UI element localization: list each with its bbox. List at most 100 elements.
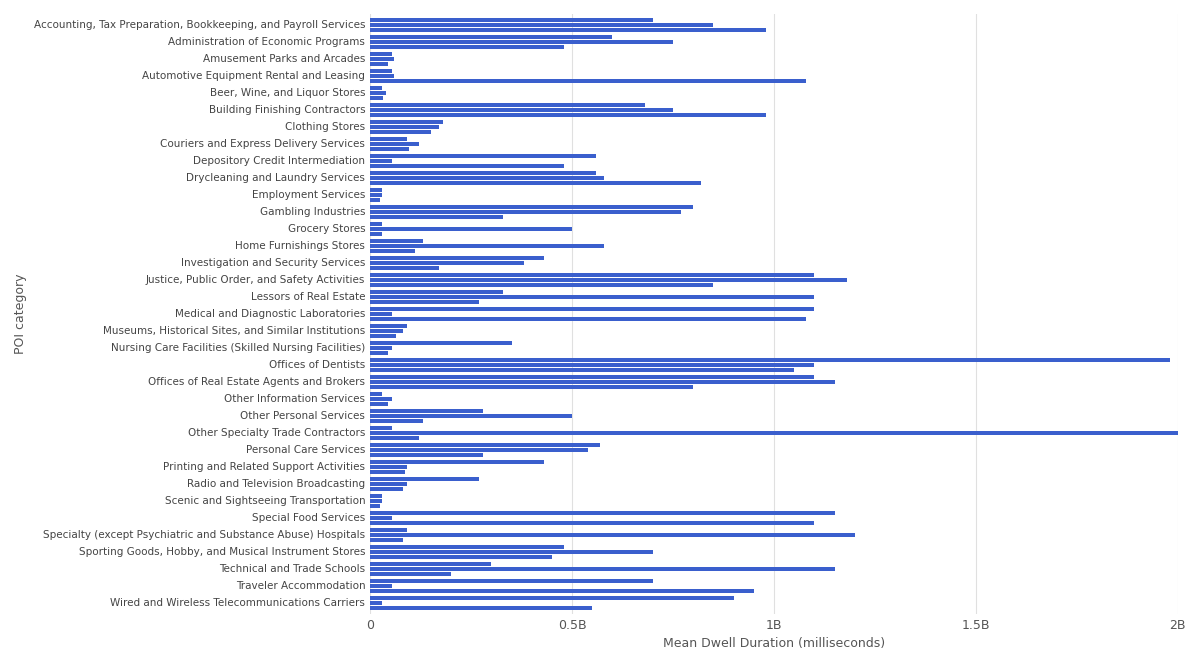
Bar [370, 18, 653, 22]
Bar [370, 74, 395, 78]
Bar [370, 137, 407, 141]
Bar [370, 108, 673, 112]
Bar [370, 601, 383, 605]
Bar [370, 494, 383, 498]
Bar [370, 120, 443, 124]
Bar [370, 470, 404, 474]
Bar [370, 460, 544, 464]
Bar [370, 375, 815, 379]
Bar [370, 584, 392, 588]
Bar [370, 227, 572, 231]
Bar [370, 589, 754, 593]
Bar [370, 521, 815, 525]
Y-axis label: POI category: POI category [14, 274, 26, 354]
Bar [370, 436, 419, 440]
Bar [370, 579, 653, 584]
Bar [370, 567, 835, 571]
Bar [370, 299, 479, 304]
Bar [370, 409, 484, 413]
Bar [370, 154, 596, 158]
Bar [370, 511, 835, 515]
Bar [370, 397, 392, 401]
Bar [370, 572, 451, 576]
Bar [370, 205, 694, 209]
Bar [370, 86, 383, 90]
Bar [370, 358, 1170, 363]
Bar [370, 562, 491, 566]
Bar [370, 402, 389, 406]
Bar [370, 147, 408, 151]
Bar [370, 273, 815, 277]
Bar [370, 198, 380, 202]
Bar [370, 295, 815, 299]
Bar [370, 193, 382, 197]
Bar [370, 487, 402, 491]
Bar [370, 278, 847, 282]
Bar [370, 188, 383, 192]
Bar [370, 448, 588, 452]
Bar [370, 57, 395, 61]
Bar [370, 477, 479, 481]
Bar [370, 125, 439, 129]
Bar [370, 91, 385, 95]
Bar [370, 363, 815, 367]
Bar [370, 249, 415, 253]
Bar [370, 351, 389, 355]
Bar [370, 232, 382, 236]
Bar [370, 465, 407, 469]
Bar [370, 606, 593, 610]
Bar [370, 334, 396, 338]
Bar [370, 482, 407, 486]
Bar [370, 290, 504, 294]
Bar [370, 103, 644, 107]
Bar [370, 341, 511, 345]
Bar [370, 419, 422, 423]
Bar [370, 499, 382, 503]
Bar [370, 324, 407, 328]
Bar [370, 443, 600, 448]
Bar [370, 171, 596, 175]
Bar [370, 392, 383, 396]
Bar [370, 380, 835, 384]
Bar [370, 40, 673, 44]
Bar [370, 533, 854, 537]
Bar [370, 44, 564, 48]
Bar [370, 261, 523, 265]
Bar [370, 414, 572, 418]
Bar [370, 35, 612, 39]
Bar [370, 529, 407, 533]
Bar [370, 307, 815, 311]
Bar [370, 453, 484, 457]
Bar [370, 555, 552, 559]
Bar [370, 346, 392, 350]
Bar [370, 244, 605, 248]
Bar [370, 129, 431, 133]
Bar [370, 312, 392, 316]
Bar [370, 550, 653, 554]
Bar [370, 163, 564, 168]
Bar [370, 23, 714, 27]
Bar [370, 176, 605, 180]
Bar [370, 113, 766, 117]
Bar [370, 181, 701, 185]
Bar [370, 96, 383, 100]
Bar [370, 239, 422, 243]
Bar [370, 78, 806, 83]
Bar [370, 142, 419, 146]
Bar [370, 283, 714, 287]
Bar [370, 329, 402, 333]
Bar [370, 516, 392, 520]
Bar [370, 545, 564, 549]
Bar [370, 431, 1178, 435]
Bar [370, 266, 439, 270]
Bar [370, 426, 392, 430]
Bar [370, 385, 694, 389]
Bar [370, 596, 733, 600]
Bar [370, 62, 389, 66]
X-axis label: Mean Dwell Duration (milliseconds): Mean Dwell Duration (milliseconds) [662, 637, 886, 650]
Bar [370, 538, 402, 542]
Bar [370, 317, 806, 321]
Bar [370, 368, 794, 372]
Bar [370, 504, 380, 508]
Bar [370, 52, 392, 56]
